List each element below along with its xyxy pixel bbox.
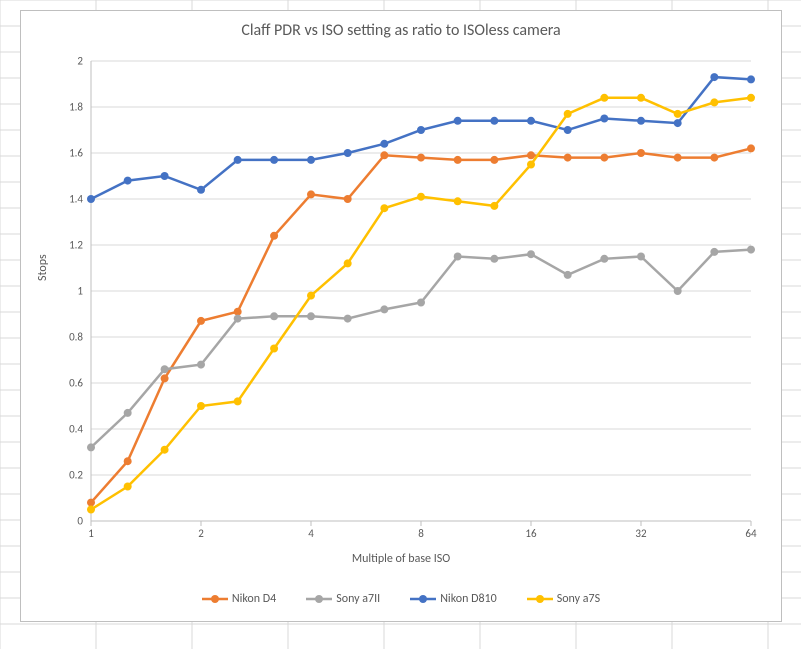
y-tick-label: 0.6 <box>69 377 83 390</box>
y-tick-label: 0.8 <box>69 331 83 344</box>
legend-item: Sony a7S <box>527 592 600 606</box>
legend-swatch <box>527 594 553 604</box>
legend-swatch <box>306 594 332 604</box>
legend-item: Nikon D810 <box>410 592 497 606</box>
legend-label: Sony a7S <box>557 592 600 606</box>
y-tick-label: 0.4 <box>69 423 83 436</box>
chart-title: Claff PDR vs ISO setting as ratio to ISO… <box>21 21 781 40</box>
y-tick-label: 2 <box>77 55 83 68</box>
legend-label: Sony a7II <box>336 592 380 606</box>
x-tick-label: 2 <box>198 527 204 540</box>
x-tick-label: 8 <box>418 527 424 540</box>
legend-item: Nikon D4 <box>202 592 276 606</box>
legend-swatch <box>202 594 228 604</box>
x-tick-label: 1 <box>88 527 94 540</box>
y-tick-label: 1.8 <box>69 101 83 114</box>
y-tick-label: 1.6 <box>69 147 83 160</box>
x-tick-label: 32 <box>635 527 646 540</box>
y-tick-label: 1.4 <box>69 193 83 206</box>
y-tick-label: 1 <box>77 285 83 298</box>
x-axis-label: Multiple of base ISO <box>21 552 781 566</box>
legend-item: Sony a7II <box>306 592 380 606</box>
x-tick-label: 16 <box>525 527 536 540</box>
legend-label: Nikon D4 <box>232 592 276 606</box>
x-tick-label: 4 <box>308 527 314 540</box>
chart-container: Claff PDR vs ISO setting as ratio to ISO… <box>20 10 782 622</box>
legend: Nikon D4 Sony a7II Nikon D810 Sony a7S <box>21 592 781 606</box>
y-axis-label: Stops <box>36 254 50 281</box>
legend-label: Nikon D810 <box>440 592 497 606</box>
plot-area: 00.20.40.60.811.21.41.61.821248163264 <box>91 61 751 521</box>
y-tick-label: 0 <box>77 515 83 528</box>
y-tick-label: 0.2 <box>69 469 83 482</box>
y-tick-label: 1.2 <box>69 239 83 252</box>
x-tick-label: 64 <box>745 527 756 540</box>
legend-swatch <box>410 594 436 604</box>
